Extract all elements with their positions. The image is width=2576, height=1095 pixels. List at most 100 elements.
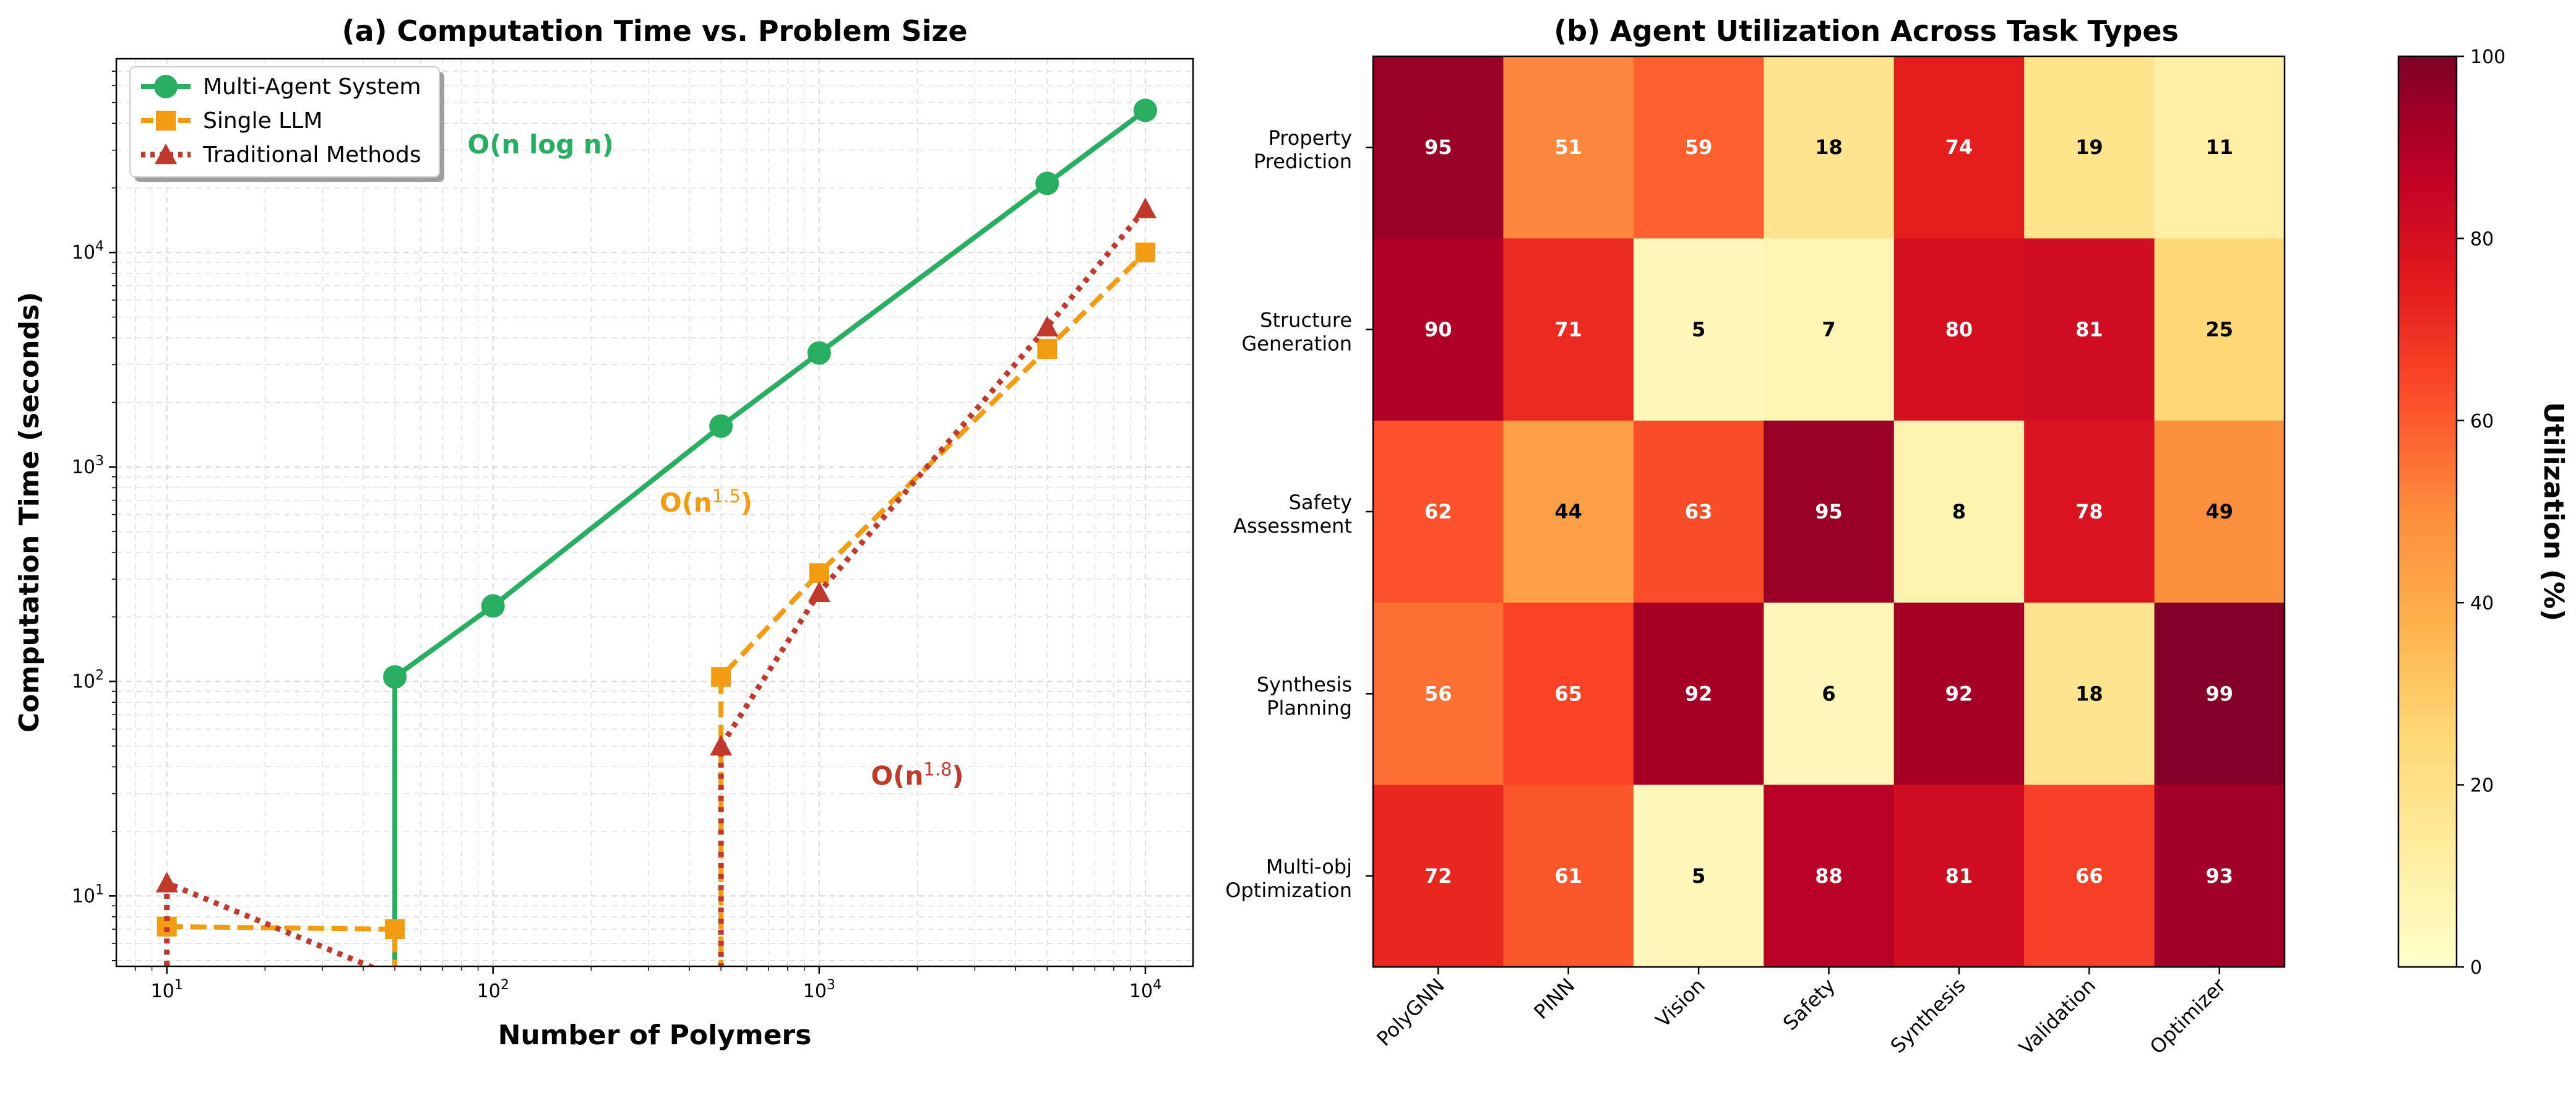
row-label: Safety Assessment: [1233, 491, 1352, 538]
line-chart-frame: [115, 58, 1194, 968]
colorbar-tick-label: 40: [2470, 593, 2494, 614]
legend-marker: [154, 75, 178, 98]
heatmap-cell: [1503, 603, 1634, 786]
complexity-annotation: O(n1.5): [660, 486, 752, 518]
heatmap-cell-value: 95: [1424, 135, 1452, 159]
heatmap-title: (b) Agent Utilization Across Task Types: [1554, 14, 2179, 48]
heatmap-cell-value: 5: [1692, 318, 1705, 341]
heatmap-cell: [1503, 56, 1634, 239]
colorbar: [2397, 55, 2458, 968]
data-point: [1134, 197, 1157, 218]
line-chart-legend: Multi-Agent System Single LLM Traditional …: [129, 66, 444, 182]
colorbar-ticks: 0 20 40 60 80 100: [2457, 46, 2505, 979]
data-point: [155, 872, 178, 893]
heatmap-cell: [2024, 603, 2155, 786]
heatmap-cell-value: 93: [2206, 864, 2234, 888]
y-tick-label: 103: [72, 453, 104, 478]
heatmap-cell-value: 95: [1815, 500, 1843, 523]
heatmap-cell: [1893, 56, 2025, 239]
heatmap-cell-value: 6: [1822, 682, 1835, 705]
line-chart-panel: (a) Computation Time vs. Problem Size O(…: [14, 14, 1194, 1051]
heatmap-cell-value: 99: [2206, 682, 2234, 705]
heatmap-cell: [1503, 238, 1634, 421]
data-point: [809, 563, 829, 583]
y-tick-label: 102: [72, 668, 104, 693]
row-label: Property Prediction: [1254, 126, 1352, 173]
x-tick-label: 101: [151, 977, 183, 1002]
heatmap-cell-value: 18: [2075, 682, 2103, 705]
heatmap-cell: [2154, 784, 2285, 968]
y-tick-label: 101: [72, 882, 104, 907]
data-point: [481, 594, 505, 618]
heatmap-cell: [1764, 784, 1895, 968]
data-point: [385, 919, 405, 940]
heatmap-cell-value: 11: [2206, 135, 2234, 159]
heatmap-cell-value: 65: [1554, 682, 1582, 705]
heatmap-cell: [1633, 420, 1764, 603]
heatmap-cell-value: 92: [1945, 682, 1973, 705]
heatmap-cells: 95 51 59 18 74 19 11 90 71 5 7 80 81 25 62 44 63 95 8 78 49 5…: [1373, 56, 2285, 968]
heatmap-cell-value: 62: [1424, 500, 1452, 523]
legend-label: Traditional Methods: [202, 142, 421, 168]
x-axis-label: Number of Polymers: [498, 1020, 812, 1051]
heatmap-cell: [2154, 603, 2285, 786]
data-point: [710, 734, 733, 756]
heatmap-panel: (b) Agent Utilization Across Task Types …: [1225, 14, 2569, 1059]
heatmap-cell: [1373, 238, 1504, 421]
heatmap-cell-value: 81: [1945, 864, 1973, 888]
heatmap-cell: [1633, 56, 1764, 239]
line-chart-title: (a) Computation Time vs. Problem Size: [342, 14, 967, 48]
heatmap-cell: [2024, 56, 2155, 239]
heatmap-cell: [1633, 603, 1764, 786]
heatmap-cell: [1893, 420, 2025, 603]
heatmap-cell: [1633, 238, 1764, 421]
heatmap-cell: [1893, 238, 2025, 421]
data-point: [1036, 316, 1059, 337]
heatmap-cell-value: 88: [1815, 864, 1843, 888]
heatmap-cell: [2024, 784, 2155, 968]
heatmap-cell: [2154, 238, 2285, 421]
colorbar-label: Utilization (%): [2538, 402, 2569, 622]
legend-marker: [155, 144, 177, 165]
x-tick-label: 102: [477, 977, 509, 1002]
legend-box: [129, 66, 440, 178]
data-point: [1037, 339, 1058, 359]
heatmap-cell: [1893, 603, 2025, 786]
heatmap-cell-value: 19: [2075, 135, 2103, 159]
heatmap-cell-value: 25: [2206, 318, 2234, 341]
heatmap-cell-value: 74: [1945, 135, 1973, 159]
colorbar-tick-label: 60: [2470, 411, 2494, 432]
heatmap-cell-value: 80: [1945, 318, 1973, 341]
data-point: [1135, 243, 1155, 263]
x-tick-label: 103: [803, 977, 835, 1002]
series-line: [166, 251, 1147, 966]
heatmap-cell-value: 7: [1822, 318, 1835, 341]
heatmap-cell-value: 90: [1424, 318, 1452, 341]
heatmap-cell: [2154, 56, 2285, 239]
colorbar-tick-label: 0: [2470, 957, 2482, 979]
heatmap-cell: [1373, 784, 1504, 968]
heatmap-cell-value: 59: [1685, 135, 1713, 159]
heatmap-cell: [1764, 56, 1895, 239]
heatmap-cell: [1764, 420, 1895, 603]
heatmap-cell-value: 49: [2206, 500, 2234, 523]
legend-label: Multi-Agent System: [203, 74, 421, 100]
data-point: [807, 341, 831, 365]
row-label: Synthesis Planning: [1257, 672, 1352, 719]
heatmap-cell: [1373, 603, 1504, 786]
complexity-annotation: O(n1.8): [871, 759, 963, 791]
line-chart-series: [155, 98, 1157, 966]
heatmap-cell-value: 78: [2075, 500, 2103, 523]
x-tick-label: 104: [1129, 977, 1161, 1002]
heatmap-cell: [2024, 238, 2155, 421]
heatmap-cell: [1503, 420, 1634, 603]
heatmap-cell-value: 8: [1952, 500, 1966, 523]
y-tick-label: 104: [72, 239, 104, 264]
data-point: [1133, 98, 1157, 122]
data-point: [808, 581, 830, 602]
legend-marker: [156, 111, 176, 131]
heatmap-cell-value: 71: [1554, 318, 1582, 341]
heatmap-cell-value: 72: [1424, 864, 1452, 888]
row-label: Multi-obj Optimization: [1225, 855, 1352, 902]
